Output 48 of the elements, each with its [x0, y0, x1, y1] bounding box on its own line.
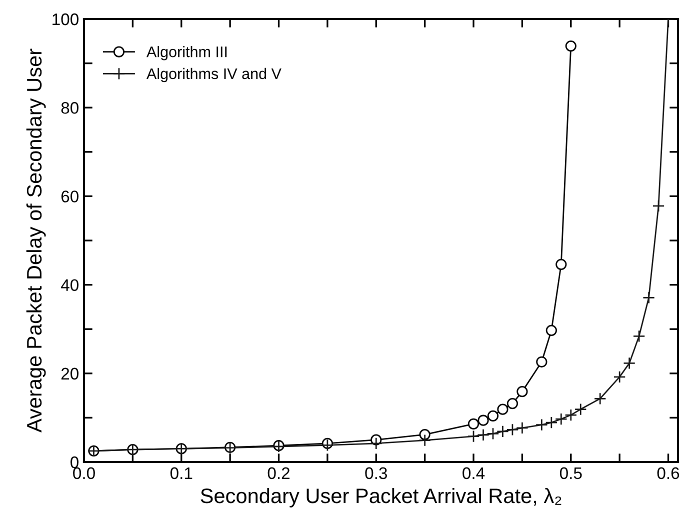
point — [516, 422, 528, 434]
x-tick-label: 0.1 — [170, 467, 192, 480]
point — [497, 404, 508, 415]
point — [321, 438, 334, 452]
point — [545, 416, 558, 429]
x-tick-label: 0.3 — [365, 467, 387, 480]
x-tick-label: 0.5 — [560, 467, 582, 480]
point — [554, 412, 568, 426]
point — [467, 430, 480, 443]
point — [535, 418, 548, 432]
point — [556, 258, 567, 270]
y-axis-title: Average Packet Delay of Secondary User — [26, 48, 46, 432]
point — [468, 418, 480, 430]
legend-label: Algorithm III — [146, 46, 227, 60]
y-tick-label: 100 — [52, 13, 78, 26]
point — [564, 408, 578, 422]
point — [613, 370, 626, 384]
point — [565, 40, 576, 52]
point — [476, 428, 490, 442]
point — [546, 324, 557, 336]
point — [418, 434, 432, 447]
point — [642, 291, 656, 304]
point — [506, 398, 518, 410]
point — [370, 437, 382, 450]
point — [594, 392, 606, 405]
point — [478, 414, 489, 426]
y-tick-label: 20 — [61, 368, 78, 380]
point — [574, 403, 587, 416]
point — [516, 386, 528, 398]
x-axis-title: Secondary User Packet Arrival Rate, λ₂ — [200, 488, 562, 508]
x-tick-label: 0.6 — [657, 467, 680, 480]
point — [419, 428, 430, 440]
y-tick-label: 0 — [70, 456, 78, 468]
x-tick-label: 0.0 — [73, 467, 95, 480]
point — [486, 427, 500, 440]
point — [536, 356, 548, 368]
y-tick-label: 80 — [61, 102, 78, 114]
x-tick-label: 0.4 — [462, 467, 485, 480]
x-tick-label: 0.2 — [268, 467, 290, 480]
point — [623, 356, 636, 370]
legend-label: Algorithms IV and V — [146, 68, 282, 82]
point — [487, 410, 499, 422]
point — [652, 200, 665, 212]
point — [506, 423, 519, 436]
point — [632, 330, 646, 342]
point — [496, 425, 509, 438]
y-tick-label: 60 — [61, 190, 78, 202]
y-tick-label: 40 — [60, 279, 78, 292]
